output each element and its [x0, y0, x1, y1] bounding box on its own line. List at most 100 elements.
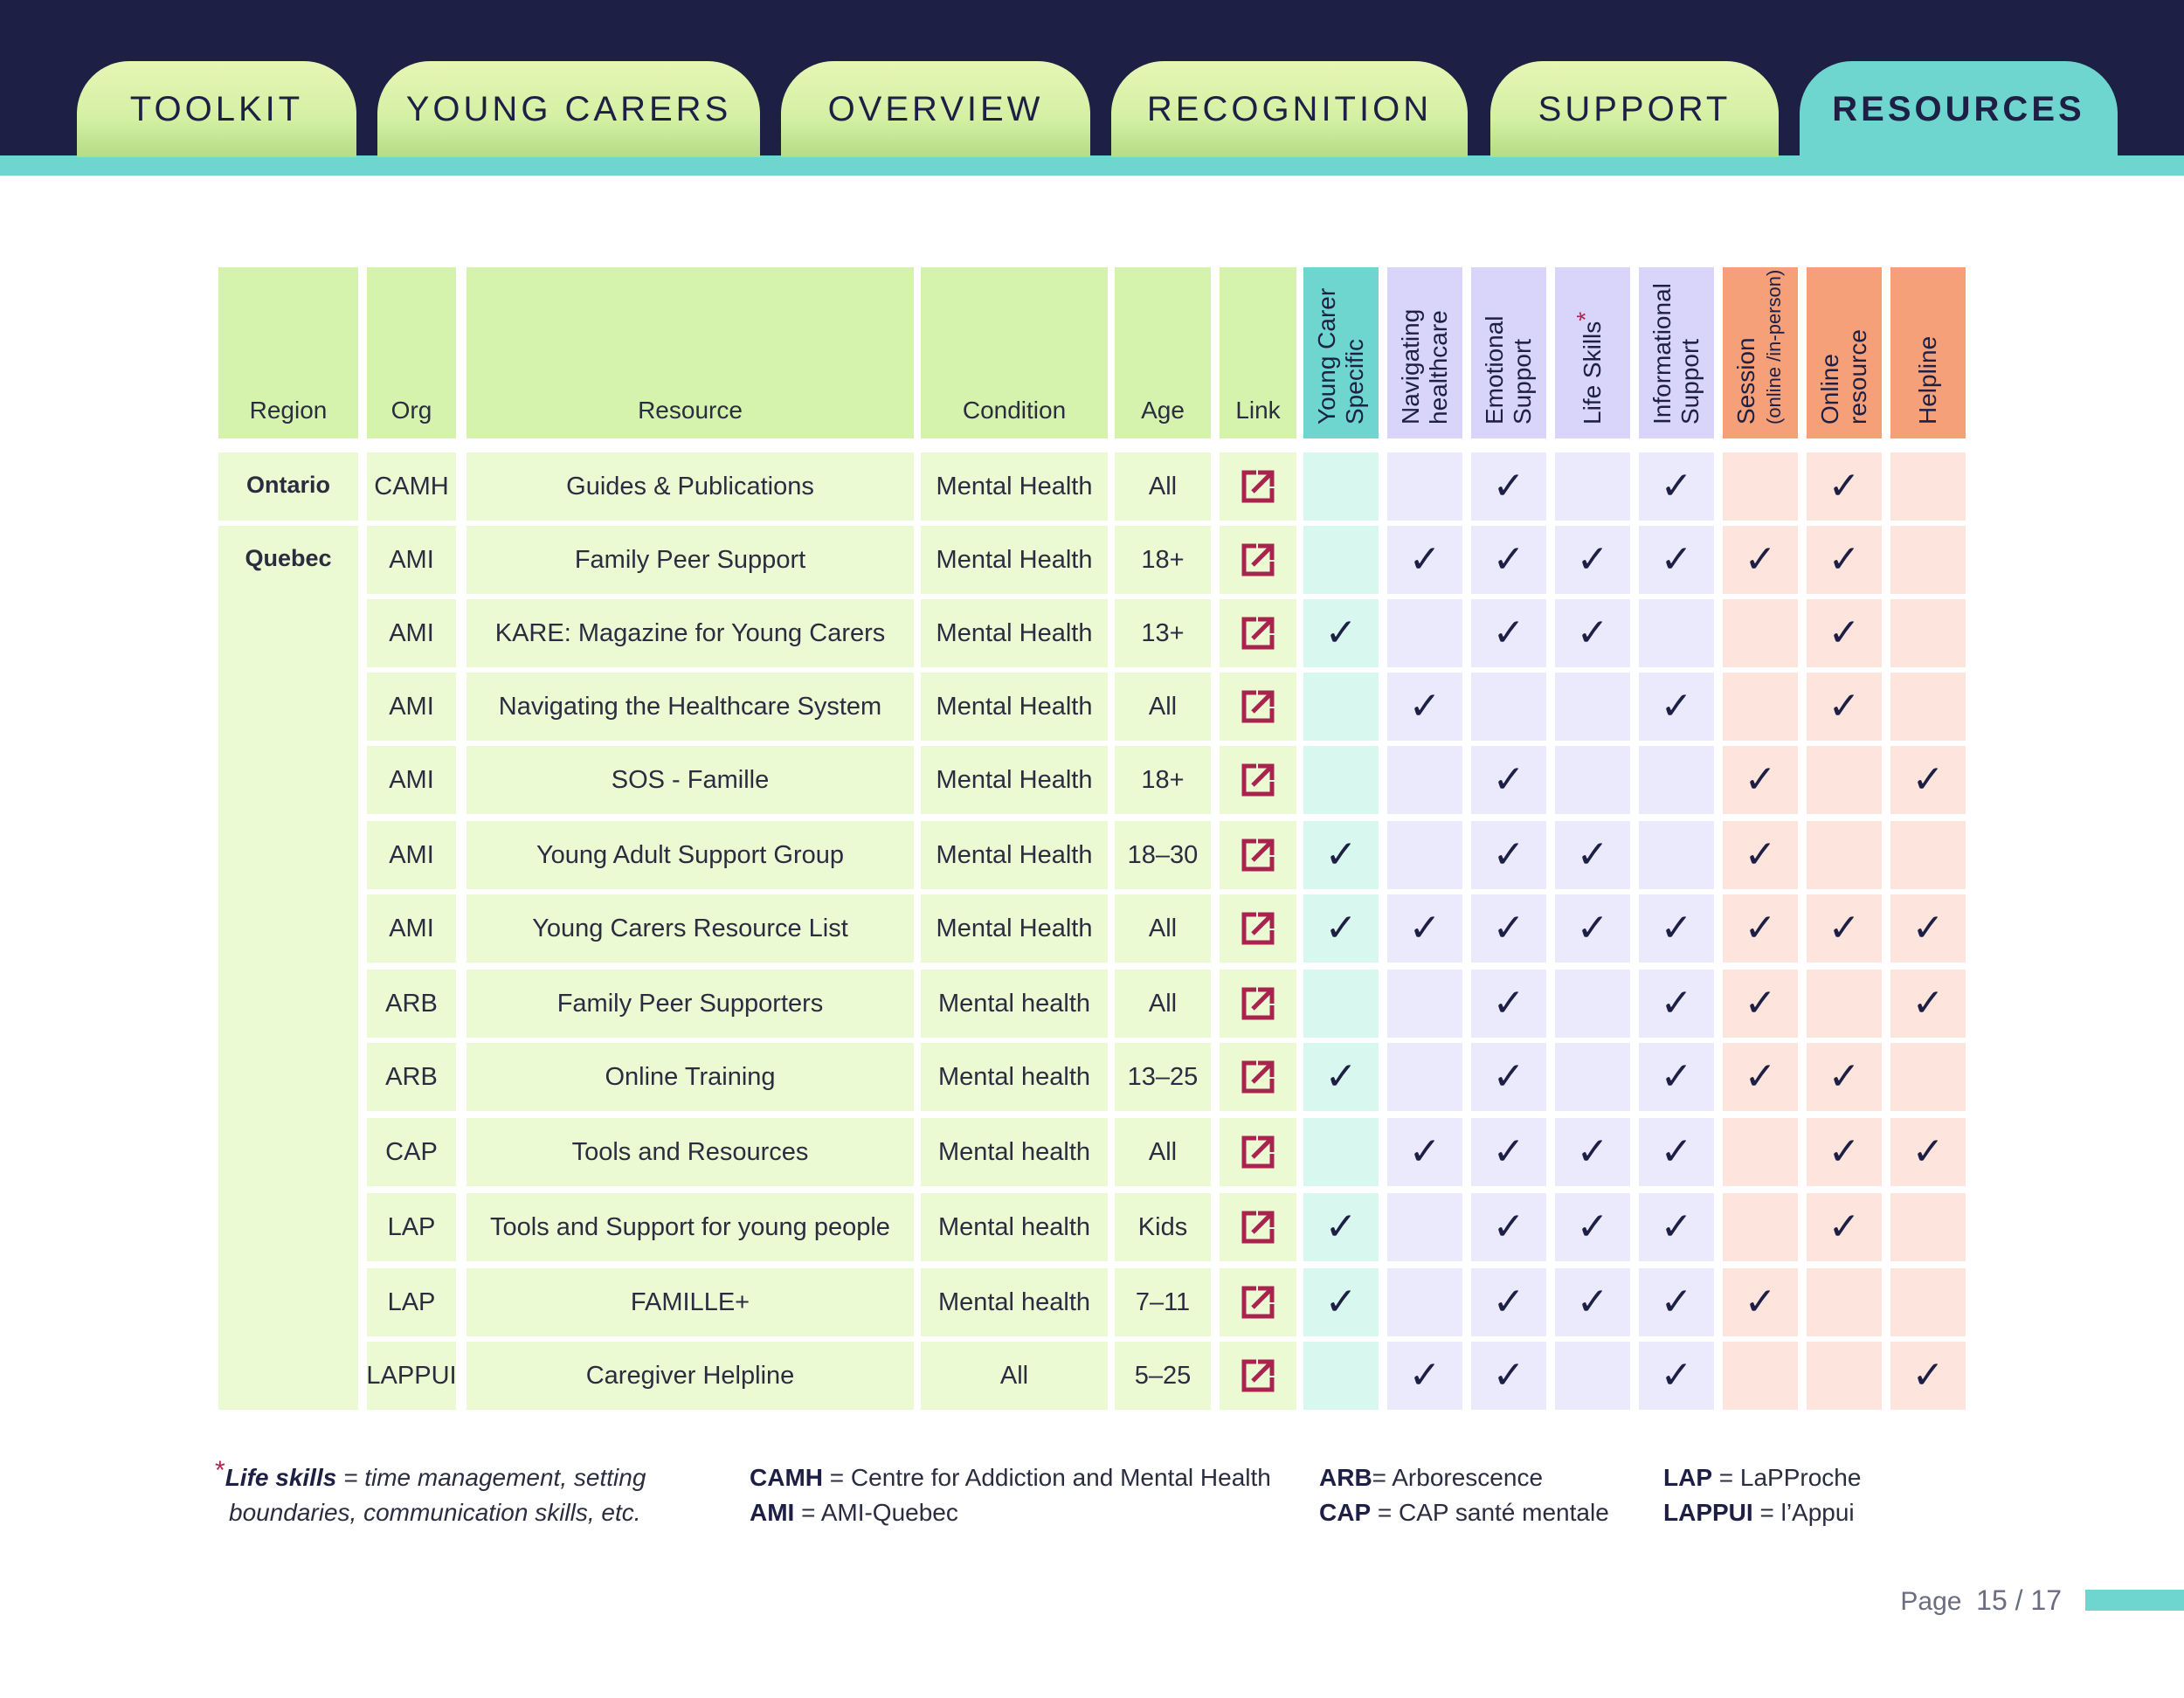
- abbr-lap-text: = LaPProche: [1712, 1464, 1862, 1491]
- header-feature-4: Informational Support: [1639, 267, 1714, 438]
- check-icon: ✓: [1744, 758, 1777, 801]
- check-icon: ✓: [1828, 1055, 1861, 1098]
- check-icon: ✓: [1828, 611, 1861, 654]
- feature-cell: ✓: [1807, 452, 1882, 521]
- feature-cell: ✓: [1807, 526, 1882, 594]
- cell-org: CAMH: [367, 452, 456, 521]
- footnote-star: *: [215, 1456, 225, 1485]
- abbr-lappui-text: = l’Appui: [1752, 1499, 1855, 1526]
- check-icon: ✓: [1576, 1130, 1609, 1173]
- cell-age: All: [1115, 1118, 1211, 1186]
- feature-cell: ✓: [1471, 970, 1546, 1038]
- abbr-cap: CAP: [1319, 1499, 1372, 1526]
- external-link-icon-svg: [1241, 617, 1275, 650]
- cell-org: AMI: [367, 746, 456, 814]
- external-link-icon[interactable]: [1220, 1342, 1296, 1410]
- check-icon: ✓: [1660, 465, 1693, 507]
- check-icon: ✓: [1744, 538, 1777, 581]
- cell-age: 13+: [1115, 599, 1211, 667]
- cell-org: AMI: [367, 894, 456, 963]
- cell-age: 18+: [1115, 526, 1211, 594]
- tab-recognition[interactable]: RECOGNITION: [1111, 61, 1468, 157]
- feature-cell: ✓: [1639, 1342, 1714, 1410]
- check-icon: ✓: [1828, 1205, 1861, 1248]
- feature-cell: [1890, 526, 1966, 594]
- abbr-ami: AMI: [750, 1499, 795, 1526]
- feature-header-line2: Specific: [1341, 338, 1368, 424]
- feature-cell: ✓: [1303, 1193, 1379, 1261]
- abbr-cap-text: = CAP santé mentale: [1371, 1499, 1609, 1526]
- feature-cell: ✓: [1387, 673, 1462, 741]
- tab-young-carers[interactable]: YOUNG CARERS: [377, 61, 760, 157]
- feature-cell: [1807, 1268, 1882, 1336]
- cell-condition: Mental Health: [921, 452, 1108, 521]
- external-link-icon-svg: [1241, 1135, 1275, 1169]
- feature-cell: ✓: [1890, 970, 1966, 1038]
- check-icon: ✓: [1911, 907, 1945, 949]
- feature-cell: ✓: [1555, 1193, 1630, 1261]
- tab-toolkit[interactable]: TOOLKIT: [77, 61, 356, 157]
- external-link-icon[interactable]: [1220, 821, 1296, 889]
- cell-resource: Family Peer Support: [467, 526, 914, 594]
- feature-cell: ✓: [1471, 1043, 1546, 1111]
- check-icon: ✓: [1492, 538, 1525, 581]
- check-icon: ✓: [1660, 538, 1693, 581]
- feature-cell: ✓: [1890, 894, 1966, 963]
- feature-cell: [1807, 970, 1882, 1038]
- cell-resource: FAMILLE+: [467, 1268, 914, 1336]
- footnote-abbr-col2: ARB= Arborescence CAP = CAP santé mental…: [1319, 1460, 1609, 1530]
- external-link-icon[interactable]: [1220, 673, 1296, 741]
- feature-cell: [1555, 1342, 1630, 1410]
- external-link-icon-svg: [1241, 763, 1275, 797]
- cell-age: All: [1115, 970, 1211, 1038]
- feature-header-line1: Helpline: [1914, 335, 1941, 424]
- tab-support[interactable]: SUPPORT: [1490, 61, 1779, 157]
- check-icon: ✓: [1492, 611, 1525, 654]
- feature-header-line2: resource: [1844, 329, 1871, 424]
- page-label: Page: [1900, 1587, 1962, 1616]
- page-indicator: Page 15 / 17: [1900, 1584, 2062, 1617]
- check-icon: ✓: [1492, 1280, 1525, 1323]
- external-link-icon[interactable]: [1220, 526, 1296, 594]
- life-skills-definition: = time management, setting: [336, 1464, 646, 1491]
- tab-overview[interactable]: OVERVIEW: [781, 61, 1090, 157]
- check-icon: ✓: [1660, 1055, 1693, 1098]
- cell-condition: Mental health: [921, 1118, 1108, 1186]
- feature-cell: ✓: [1555, 599, 1630, 667]
- feature-cell: ✓: [1555, 821, 1630, 889]
- external-link-icon[interactable]: [1220, 1043, 1296, 1111]
- external-link-icon-svg: [1241, 912, 1275, 945]
- region-cell-ontario: Ontario: [218, 452, 358, 521]
- external-link-icon-svg: [1241, 690, 1275, 723]
- check-icon: ✓: [1660, 907, 1693, 949]
- check-icon: ✓: [1828, 538, 1861, 581]
- external-link-icon[interactable]: [1220, 1193, 1296, 1261]
- cell-org: AMI: [367, 673, 456, 741]
- feature-cell: ✓: [1639, 1193, 1714, 1261]
- feature-cell: [1387, 452, 1462, 521]
- feature-cell: ✓: [1639, 673, 1714, 741]
- feature-cell: ✓: [1807, 1043, 1882, 1111]
- tab-label: TOOLKIT: [129, 89, 304, 128]
- feature-cell: [1387, 1193, 1462, 1261]
- external-link-icon[interactable]: [1220, 1268, 1296, 1336]
- external-link-icon[interactable]: [1220, 1118, 1296, 1186]
- cell-age: All: [1115, 894, 1211, 963]
- feature-cell: [1807, 821, 1882, 889]
- feature-cell: ✓: [1639, 1043, 1714, 1111]
- feature-cell: ✓: [1555, 526, 1630, 594]
- external-link-icon[interactable]: [1220, 970, 1296, 1038]
- tab-label: RECOGNITION: [1146, 89, 1433, 128]
- check-icon: ✓: [1828, 465, 1861, 507]
- tab-resources[interactable]: RESOURCES: [1800, 61, 2118, 157]
- external-link-icon[interactable]: [1220, 452, 1296, 521]
- feature-cell: ✓: [1471, 599, 1546, 667]
- feature-cell: [1890, 1043, 1966, 1111]
- external-link-icon[interactable]: [1220, 746, 1296, 814]
- external-link-icon[interactable]: [1220, 894, 1296, 963]
- cell-condition: Mental Health: [921, 821, 1108, 889]
- cell-org: LAP: [367, 1268, 456, 1336]
- external-link-icon[interactable]: [1220, 599, 1296, 667]
- feature-cell: [1303, 452, 1379, 521]
- feature-cell: ✓: [1639, 970, 1714, 1038]
